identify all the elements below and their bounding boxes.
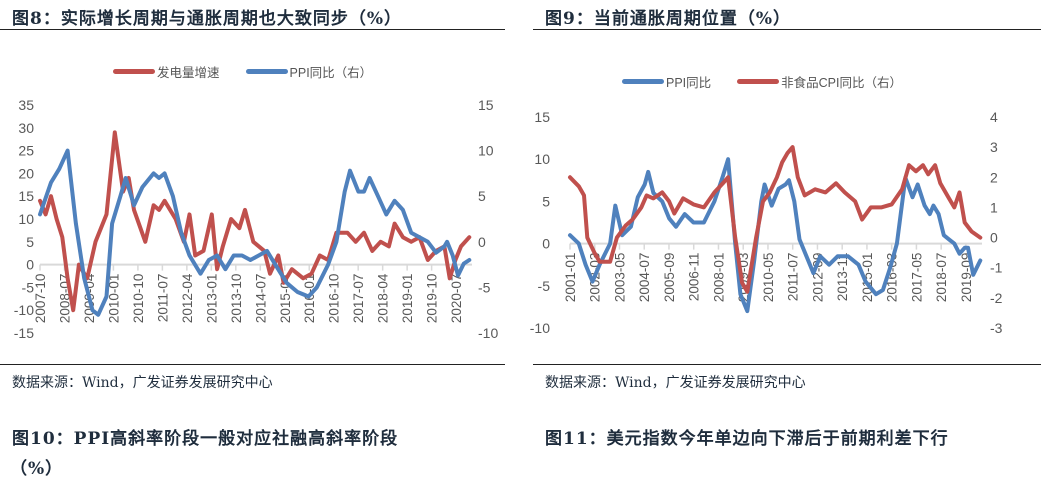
- fig11-title: 图11：美元指数今年单边向下滞后于前期利差下行: [545, 429, 949, 449]
- fig8-x-tick-label: 2007-10: [33, 274, 48, 324]
- red-line-swatch-icon: [737, 79, 780, 84]
- fig9-y-right-tick-label: -1: [990, 260, 1003, 276]
- fig8-x-tick-label: 2013-01: [204, 274, 219, 324]
- fig10-title: 图10：PPI高斜率阶段一般对应社融高斜率阶段: [12, 429, 399, 449]
- fig8-x-tick-label: 2019-01: [400, 274, 415, 324]
- fig8-x-tick-label: 2020-07: [449, 274, 464, 324]
- fig8-source: 数据来源：Wind，广发证券发展研究中心: [12, 375, 273, 391]
- fig9-x-tick-label: 2004-07: [637, 253, 652, 303]
- fig9-y-left-tick-label: 5: [542, 193, 550, 209]
- fig8-x-tick-label: 2010-10: [131, 274, 146, 324]
- fig8-legend-label-power: 发电量增速: [157, 66, 220, 80]
- fig8-series-left-line: [38, 130, 472, 313]
- fig9-y-right-tick-label: 3: [990, 139, 998, 155]
- fig9-y-right-tick-label: 4: [990, 109, 998, 125]
- fig9-x-tick-label: 2017-05: [909, 253, 924, 303]
- fig9-x-tick-label: 2016-03: [885, 253, 900, 303]
- fig8-y-left-tick-label: 15: [18, 188, 34, 204]
- fig9-y-right-tick-label: -3: [990, 320, 1003, 336]
- fig9-y-left-tick-label: 0: [542, 236, 550, 252]
- fig8-y-left-tick-label: 35: [18, 97, 34, 113]
- fig8-legend-label-ppi: PPI同比（右）: [289, 66, 373, 80]
- fig8-legend-item-power: 发电量增速: [113, 62, 220, 81]
- fig8-y-left-tick-label: -5: [22, 279, 35, 295]
- fig8-x-tick-label: 2011-07: [155, 274, 170, 323]
- fig9-legend-item-cpi: 非食品CPI同比（右）: [737, 72, 902, 91]
- fig8-y-left-tick-label: 30: [18, 120, 34, 136]
- fig8-x-tick-label: 2013-10: [229, 274, 244, 324]
- fig9-legend: PPI同比 非食品CPI同比（右）: [622, 72, 928, 91]
- fig8-y-right-tick-label: -10: [478, 325, 498, 341]
- fig9-legend-item-ppi: PPI同比: [622, 72, 711, 91]
- fig8-y-right-tick-label: 0: [478, 234, 486, 250]
- fig8-chart: 35302520151050-5-10-15151050-5-102007-10…: [14, 97, 499, 341]
- blue-line-swatch-icon: [245, 69, 288, 74]
- fig9-legend-label-cpi: 非食品CPI同比（右）: [781, 76, 902, 90]
- fig8-x-tick-label: 2016-10: [327, 274, 342, 324]
- fig9-y-right-tick-label: -2: [990, 290, 1003, 306]
- fig9-x-tick-label: 2013-11: [835, 253, 850, 302]
- fig9-x-tick-label: 2008-01: [711, 253, 726, 303]
- fig8-y-left-tick-label: 10: [18, 211, 34, 227]
- fig9-x-tick-label: 2010-05: [761, 253, 776, 303]
- fig9-legend-label-ppi: PPI同比: [666, 76, 712, 90]
- fig8-legend-item-ppi: PPI同比（右）: [245, 62, 373, 81]
- fig9-y-right-tick-label: 2: [990, 169, 998, 185]
- fig8-x-tick-label: 2010-01: [106, 274, 121, 324]
- fig8-x-tick-label: 2019-10: [425, 274, 440, 324]
- fig9-y-left-tick-label: -5: [538, 278, 551, 294]
- fig9-x-tick-label: 2006-11: [687, 253, 702, 302]
- fig9-x-tick-label: 2018-07: [934, 253, 949, 303]
- fig9-y-left-tick-label: 15: [534, 109, 550, 125]
- fig8-y-left-tick-label: 25: [18, 143, 34, 159]
- fig9-x-tick-label: 2011-07: [786, 253, 801, 302]
- fig9-series-right-line: [568, 145, 983, 294]
- red-line-swatch-icon: [113, 69, 155, 74]
- fig9-y-left-tick-label: -10: [530, 320, 550, 336]
- fig9-x-tick-label: 2012-09: [810, 253, 825, 303]
- fig8-y-left-tick-label: -10: [14, 302, 34, 318]
- fig8-title: 图8：实际增长周期与通胀周期也大致同步（%）: [12, 9, 402, 29]
- fig8-y-left-tick-label: 0: [26, 257, 34, 273]
- fig9-series-left-line: [568, 157, 983, 314]
- fig8-y-right-tick-label: 10: [478, 143, 494, 159]
- fig8-series-right-line: [38, 148, 472, 317]
- fig8-title-rule: [0, 29, 505, 30]
- fig10-title-unit: （%）: [10, 459, 64, 479]
- fig8-x-tick-label: 2017-07: [351, 274, 366, 324]
- fig8-x-tick-label: 2014-07: [253, 274, 268, 324]
- fig9-y-right-tick-label: 1: [990, 199, 998, 215]
- fig8-x-tick-label: 2018-04: [376, 273, 391, 323]
- fig9-y-left-tick-label: 10: [534, 151, 550, 167]
- fig9-title: 图9：当前通胀周期位置（%）: [545, 9, 791, 29]
- fig9-x-tick-label: 2003-05: [612, 253, 627, 303]
- fig8-source-rule: [0, 364, 505, 365]
- fig8-y-right-tick-label: 5: [478, 188, 486, 204]
- fig9-title-rule: [533, 29, 1041, 30]
- fig9-x-tick-label: 2005-09: [662, 253, 677, 303]
- fig8-legend: 发电量增速 PPI同比（右）: [113, 62, 398, 81]
- fig8-y-left-tick-label: 5: [26, 234, 34, 250]
- fig9-source: 数据来源：Wind，广发证券发展研究中心: [545, 375, 806, 391]
- fig8-y-right-tick-label: 15: [478, 97, 494, 113]
- fig9-source-rule: [533, 364, 1041, 365]
- fig8-y-right-tick-label: -5: [478, 279, 491, 295]
- fig8-x-tick-label: 2016-01: [302, 274, 317, 324]
- fig8-y-left-tick-label: -15: [14, 325, 34, 341]
- fig9-y-right-tick-label: 0: [990, 230, 998, 246]
- fig8-x-tick-label: 2012-04: [180, 273, 195, 323]
- blue-line-swatch-icon: [622, 79, 664, 84]
- fig9-x-tick-label: 2001-01: [563, 253, 578, 303]
- fig8-y-left-tick-label: 20: [18, 165, 34, 181]
